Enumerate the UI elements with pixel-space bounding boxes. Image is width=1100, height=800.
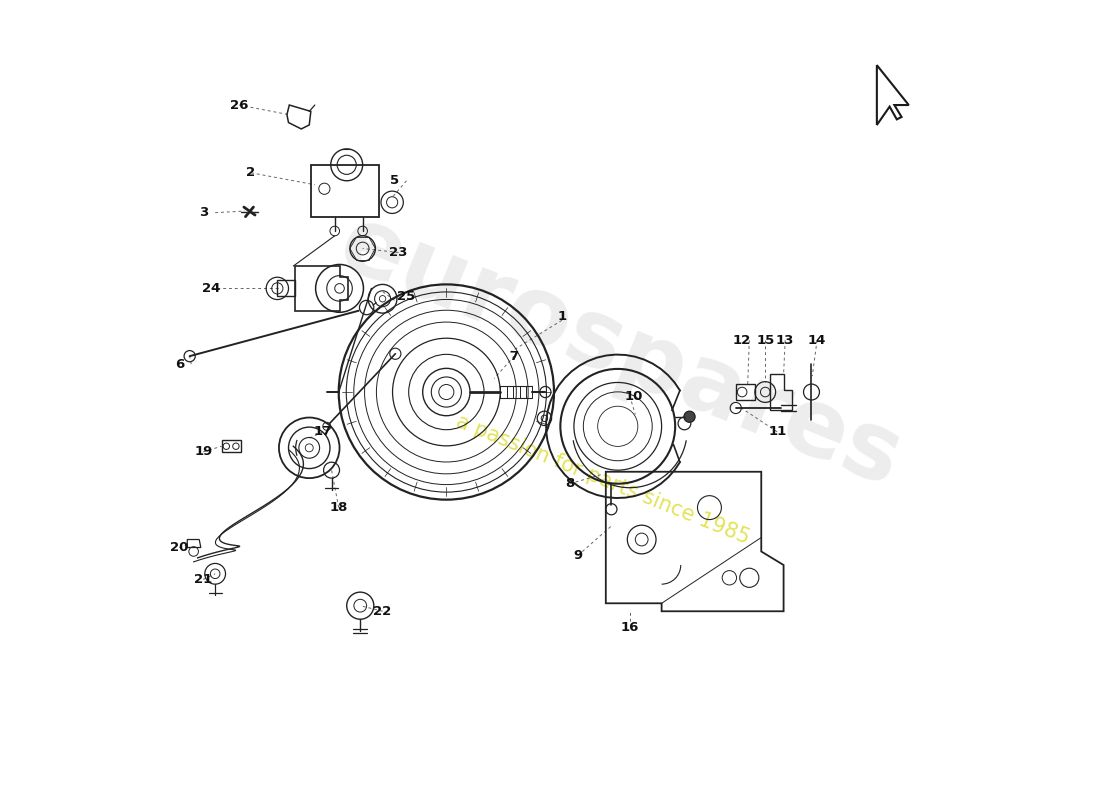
Text: 13: 13 xyxy=(776,334,794,346)
Text: 15: 15 xyxy=(756,334,774,346)
Text: 24: 24 xyxy=(202,282,220,295)
Text: 10: 10 xyxy=(625,390,642,402)
Text: 6: 6 xyxy=(175,358,184,370)
Text: 16: 16 xyxy=(620,621,639,634)
Text: 20: 20 xyxy=(170,541,188,554)
Text: 26: 26 xyxy=(230,98,249,111)
Text: 3: 3 xyxy=(199,206,208,219)
Text: 7: 7 xyxy=(509,350,519,362)
Text: 11: 11 xyxy=(768,426,786,438)
Text: 9: 9 xyxy=(573,549,583,562)
Circle shape xyxy=(684,411,695,422)
Text: 2: 2 xyxy=(246,166,255,179)
Text: 12: 12 xyxy=(733,334,750,346)
Text: 1: 1 xyxy=(558,310,566,322)
Text: 18: 18 xyxy=(330,501,348,514)
Text: a passion for parts since 1985: a passion for parts since 1985 xyxy=(453,411,752,548)
Text: 19: 19 xyxy=(194,446,212,458)
Text: 21: 21 xyxy=(194,573,212,586)
Text: 5: 5 xyxy=(390,174,399,187)
Text: 14: 14 xyxy=(807,334,826,346)
Text: 8: 8 xyxy=(565,478,574,490)
Text: 22: 22 xyxy=(374,605,392,618)
Text: 23: 23 xyxy=(389,246,408,259)
Text: eurospares: eurospares xyxy=(326,198,914,506)
Text: 25: 25 xyxy=(397,290,416,303)
Text: 17: 17 xyxy=(314,426,332,438)
